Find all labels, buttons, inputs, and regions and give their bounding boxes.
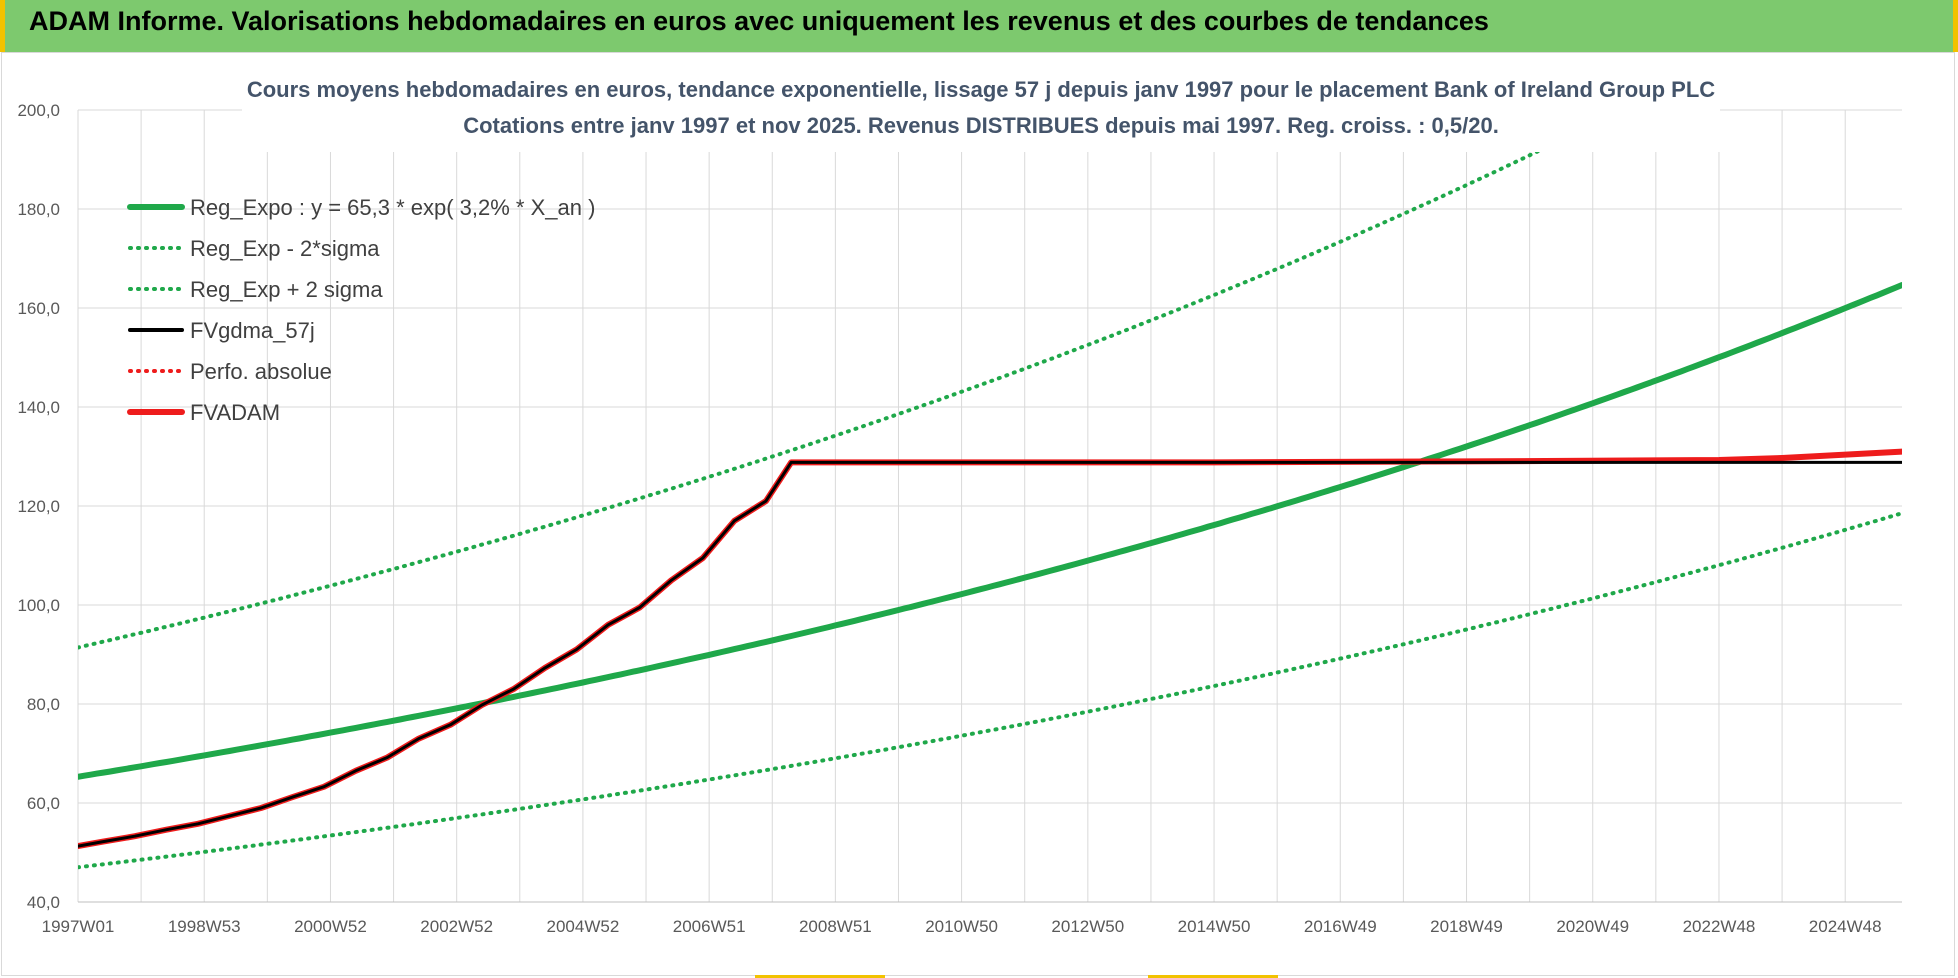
chart-title-block: Cours moyens hebdomadaires en euros, ten… xyxy=(242,62,1720,152)
x-tick-label: 2022W48 xyxy=(1683,917,1756,936)
legend-label: Reg_Exp - 2*sigma xyxy=(190,236,380,261)
series-lines xyxy=(78,110,1902,870)
x-tick-label: 2024W48 xyxy=(1809,917,1882,936)
chart-title: Cours moyens hebdomadaires en euros, ten… xyxy=(247,77,1715,102)
x-tick-label: 2020W49 xyxy=(1556,917,1629,936)
x-tick-label: 2008W51 xyxy=(799,917,872,936)
chart-title-background xyxy=(242,62,1720,152)
x-tick-label: 2004W52 xyxy=(547,917,620,936)
x-tick-label: 1997W01 xyxy=(42,917,115,936)
y-axis-ticks: 40,0 60,0 80,0 100,0 120,0 140,0 160,0 180,0 200… xyxy=(17,101,60,912)
y-tick-label: 180,0 xyxy=(17,200,60,219)
legend-label: Reg_Exp + 2 sigma xyxy=(190,277,383,302)
upper-band-line xyxy=(78,110,1627,650)
y-tick-label: 40,0 xyxy=(27,893,60,912)
y-tick-label: 100,0 xyxy=(17,596,60,615)
y-tick-label: 120,0 xyxy=(17,497,60,516)
y-tick-label: 60,0 xyxy=(27,794,60,813)
fvgdma-line xyxy=(78,460,1902,848)
legend-label: Perfo. absolue xyxy=(190,359,332,384)
chart-area: 40,0 60,0 80,0 100,0 120,0 140,0 160,0 180,0 200… xyxy=(0,52,1958,978)
y-tick-label: 80,0 xyxy=(27,695,60,714)
report-banner: ADAM Informe. Valorisations hebdomadaire… xyxy=(0,0,1958,52)
legend-label: Reg_Expo : y = 65,3 * exp( 3,2% * X_an ) xyxy=(190,195,595,220)
chart-legend: Reg_Expo : y = 65,3 * exp( 3,2% * X_an )… xyxy=(127,195,595,425)
y-tick-label: 200,0 xyxy=(17,101,60,120)
legend-label: FVgdma_57j xyxy=(190,318,315,343)
x-tick-label: 2018W49 xyxy=(1430,917,1503,936)
x-tick-label: 2010W50 xyxy=(925,917,998,936)
x-tick-label: 2012W50 xyxy=(1051,917,1124,936)
fvadam-line xyxy=(78,448,1902,850)
report-title: ADAM Informe. Valorisations hebdomadaire… xyxy=(29,6,1489,36)
lower-band-line xyxy=(78,511,1902,870)
x-tick-label: 2002W52 xyxy=(420,917,493,936)
grid-lines xyxy=(77,109,1902,903)
price-chart: 40,0 60,0 80,0 100,0 120,0 140,0 160,0 180,0 200… xyxy=(17,62,1902,936)
chart-subtitle: Cotations entre janv 1997 et nov 2025. R… xyxy=(463,113,1499,138)
y-tick-label: 140,0 xyxy=(17,398,60,417)
y-tick-label: 160,0 xyxy=(17,299,60,318)
x-tick-label: 2006W51 xyxy=(673,917,746,936)
x-tick-label: 2014W50 xyxy=(1178,917,1251,936)
x-tick-label: 2000W52 xyxy=(294,917,367,936)
x-tick-label: 2016W49 xyxy=(1304,917,1377,936)
bottom-accent-right xyxy=(1148,975,1278,978)
bottom-accent-left xyxy=(755,975,885,978)
x-tick-label: 1998W53 xyxy=(168,917,241,936)
legend-label: FVADAM xyxy=(190,400,280,425)
x-axis-ticks: 1997W01 1998W53 2000W52 2002W52 2004W52 2006W… xyxy=(42,917,1882,936)
trend-line xyxy=(78,282,1902,780)
